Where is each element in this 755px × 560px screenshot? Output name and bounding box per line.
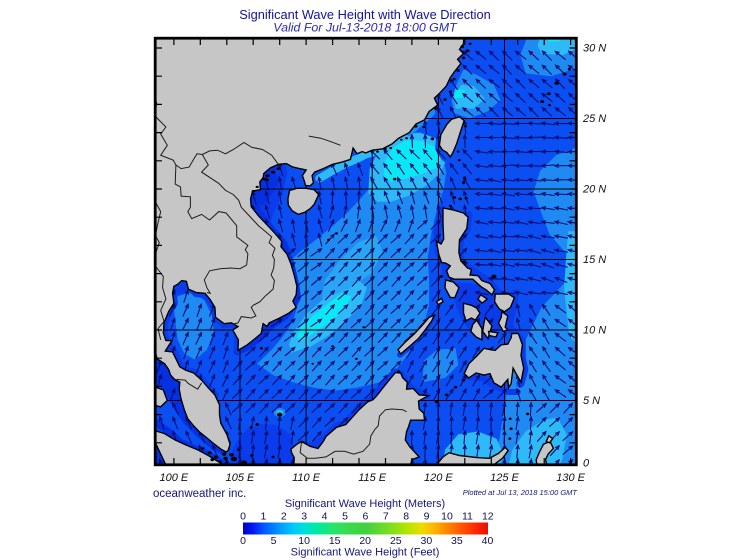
svg-text:Plotted at Jul 13, 2018 15:00: Plotted at Jul 13, 2018 15:00 GMT (463, 488, 579, 497)
svg-text:10: 10 (298, 535, 310, 547)
svg-text:5: 5 (271, 535, 277, 547)
svg-text:0: 0 (240, 511, 246, 523)
svg-text:130 E: 130 E (556, 472, 585, 484)
svg-text:100 E: 100 E (160, 472, 189, 484)
svg-text:0: 0 (240, 535, 246, 547)
svg-text:Significant Wave Height (Feet): Significant Wave Height (Feet) (291, 547, 440, 559)
svg-text:Valid For Jul-13-2018 18:00 GM: Valid For Jul-13-2018 18:00 GMT (273, 21, 458, 35)
svg-text:125 E: 125 E (490, 472, 519, 484)
svg-text:0: 0 (583, 458, 590, 470)
svg-text:2: 2 (281, 511, 287, 523)
svg-text:20: 20 (359, 535, 371, 547)
svg-text:10 N: 10 N (583, 325, 606, 337)
svg-text:4: 4 (322, 511, 328, 523)
svg-text:25 N: 25 N (582, 113, 606, 125)
svg-text:9: 9 (424, 511, 430, 523)
svg-text:105 E: 105 E (226, 472, 255, 484)
svg-text:15: 15 (329, 535, 341, 547)
svg-text:10: 10 (441, 511, 453, 523)
svg-text:8: 8 (403, 511, 409, 523)
svg-text:15 N: 15 N (583, 254, 606, 266)
svg-text:12: 12 (482, 511, 494, 523)
svg-text:35: 35 (451, 535, 463, 547)
svg-text:20 N: 20 N (582, 184, 606, 196)
svg-text:oceanweather inc.: oceanweather inc. (153, 488, 246, 500)
svg-text:Significant Wave Height (Meter: Significant Wave Height (Meters) (285, 498, 445, 510)
svg-text:115 E: 115 E (358, 472, 387, 484)
svg-text:40: 40 (482, 535, 494, 547)
svg-text:6: 6 (362, 511, 368, 523)
svg-text:3: 3 (301, 511, 307, 523)
svg-text:5: 5 (342, 511, 348, 523)
svg-text:1: 1 (260, 511, 266, 523)
svg-text:25: 25 (390, 535, 402, 547)
svg-text:11: 11 (462, 511, 473, 523)
svg-text:30: 30 (421, 535, 433, 547)
svg-text:30 N: 30 N (583, 43, 606, 55)
svg-text:110 E: 110 E (292, 472, 321, 484)
svg-text:120 E: 120 E (424, 472, 453, 484)
svg-text:7: 7 (383, 511, 389, 523)
svg-text:Significant Wave Height with W: Significant Wave Height with Wave Direct… (239, 7, 491, 22)
svg-text:5 N: 5 N (583, 395, 600, 407)
